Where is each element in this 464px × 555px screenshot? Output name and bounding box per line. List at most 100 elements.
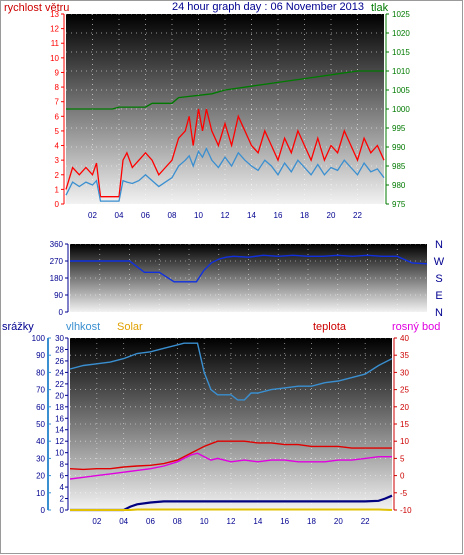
series-line-teplota	[69, 440, 392, 471]
wind-speed-tick-label: 4	[55, 142, 60, 151]
pressure-tick-label: 1010	[392, 67, 410, 76]
rain-axis-label: srážky	[2, 321, 34, 333]
pressure-tick-label: 1020	[392, 29, 410, 38]
temperature-tick-label: 35	[400, 351, 409, 360]
series-line-wind-direction	[70, 254, 428, 283]
rain-tick-label: 28	[55, 345, 64, 354]
x-tick-label: 06	[141, 211, 150, 220]
rain-tick-label: 30	[55, 334, 64, 343]
x-tick-label: 04	[119, 517, 128, 526]
compass-label: N	[435, 307, 443, 319]
x-tick-label: 22	[361, 517, 370, 526]
humidity-tick-label: 90	[36, 351, 45, 360]
x-tick-label: 12	[227, 517, 236, 526]
solar-axis-label: Solar	[117, 321, 143, 333]
pressure-axis: 975 980 985 990 995 1000 1005 1010 1015 1020 1025	[385, 10, 410, 209]
series-line-Solar	[70, 508, 393, 511]
temperature-tick-label: 0	[400, 472, 405, 481]
wind-speed-tick-label: 10	[50, 54, 59, 63]
wind-speed-axis-label: rychlost větru	[4, 2, 69, 14]
temperature-axis: -10 -5 0 5 10 15 20 25 30 35 40	[393, 334, 412, 515]
rain-tick-label: 0	[60, 506, 65, 515]
pressure-tick-label: 995	[392, 124, 406, 133]
x-tick-label: 04	[115, 211, 124, 220]
x-tick-label: 20	[334, 517, 343, 526]
series-line-tlak	[66, 70, 384, 110]
x-tick-label: 14	[253, 517, 262, 526]
x-tick-label: 18	[307, 517, 316, 526]
wind-speed-tick-label: 7	[55, 98, 60, 107]
wind-speed-tick-label: 6	[55, 112, 60, 121]
rain-tick-label: 12	[55, 437, 64, 446]
x-tick-label: 10	[194, 211, 203, 220]
rain-tick-label: 26	[55, 357, 64, 366]
pressure-tick-label: 985	[392, 162, 406, 171]
wind-direction-tick-label: 270	[50, 257, 64, 266]
humidity-tick-label: 30	[36, 454, 45, 463]
temperature-tick-label: -10	[400, 506, 412, 515]
x-tick-label: 12	[221, 211, 230, 220]
climate-x-axis: 02 04 06 08 10 12 14 16 18 20 22	[92, 517, 370, 526]
rain-tick-label: 2	[60, 495, 65, 504]
compass-label: E	[435, 290, 442, 302]
temperature-tick-label: 5	[400, 454, 405, 463]
temperature-tick-label: 10	[400, 437, 409, 446]
wind-speed-tick-label: 1	[55, 185, 60, 194]
humidity-tick-label: 10	[36, 489, 45, 498]
humidity-tick-label: 70	[36, 386, 45, 395]
wind-speed-tick-label: 8	[55, 83, 60, 92]
x-tick-label: 02	[88, 211, 97, 220]
compass-label: N	[435, 239, 443, 251]
humidity-axis: 0 10 20 30 40 50 60 70 80 90 100	[32, 334, 51, 515]
humidity-tick-label: 100	[32, 334, 46, 343]
temperature-tick-label: -5	[400, 489, 408, 498]
rain-tick-label: 4	[60, 483, 65, 492]
rain-tick-label: 24	[55, 368, 64, 377]
wind-pressure-x-axis: 02 04 06 08 10 12 14 16 18 20 22	[88, 211, 362, 220]
rain-tick-label: 20	[55, 391, 64, 400]
wind-speed-tick-label: 12	[50, 25, 59, 34]
wind-speed-tick-label: 9	[55, 68, 60, 77]
pressure-tick-label: 975	[392, 200, 406, 209]
pressure-tick-label: 980	[392, 181, 406, 190]
humidity-tick-label: 80	[36, 368, 45, 377]
wind-speed-tick-label: 13	[50, 10, 59, 19]
temperature-tick-label: 15	[400, 420, 409, 429]
wind-speed-tick-label: 11	[51, 39, 60, 48]
series-line-rosný-bod	[69, 452, 392, 480]
temperature-tick-label: 20	[400, 403, 409, 412]
dew-point-axis-label: rosný bod	[392, 321, 440, 333]
x-tick-label: 02	[92, 517, 101, 526]
humidity-tick-label: 40	[36, 437, 45, 446]
pressure-tick-label: 990	[392, 143, 406, 152]
x-tick-label: 16	[274, 211, 283, 220]
x-tick-label: 06	[146, 517, 155, 526]
rain-tick-label: 16	[55, 414, 64, 423]
compass-label: S	[435, 273, 442, 285]
rain-tick-label: 10	[55, 449, 64, 458]
series-line-srážky	[70, 494, 393, 512]
x-tick-label: 08	[168, 211, 177, 220]
x-tick-label: 20	[327, 211, 336, 220]
wind-direction-tick-label: 90	[54, 291, 63, 300]
temperature-tick-label: 40	[400, 334, 409, 343]
x-tick-label: 18	[300, 211, 309, 220]
x-tick-label: 16	[280, 517, 289, 526]
x-tick-label: 08	[173, 517, 182, 526]
pressure-tick-label: 1015	[392, 48, 410, 57]
pressure-tick-label: 1005	[392, 86, 410, 95]
series-line-rychlost-větru	[65, 108, 385, 198]
wind-direction-tick-label: 180	[50, 274, 64, 283]
humidity-tick-label: 50	[36, 420, 45, 429]
wind-pressure-series	[65, 70, 385, 202]
temperature-tick-label: 25	[400, 386, 409, 395]
series-line-avg	[65, 146, 385, 202]
temperature-tick-label: 30	[400, 368, 409, 377]
x-tick-label: 10	[200, 517, 209, 526]
wind-speed-tick-label: 0	[55, 200, 60, 209]
